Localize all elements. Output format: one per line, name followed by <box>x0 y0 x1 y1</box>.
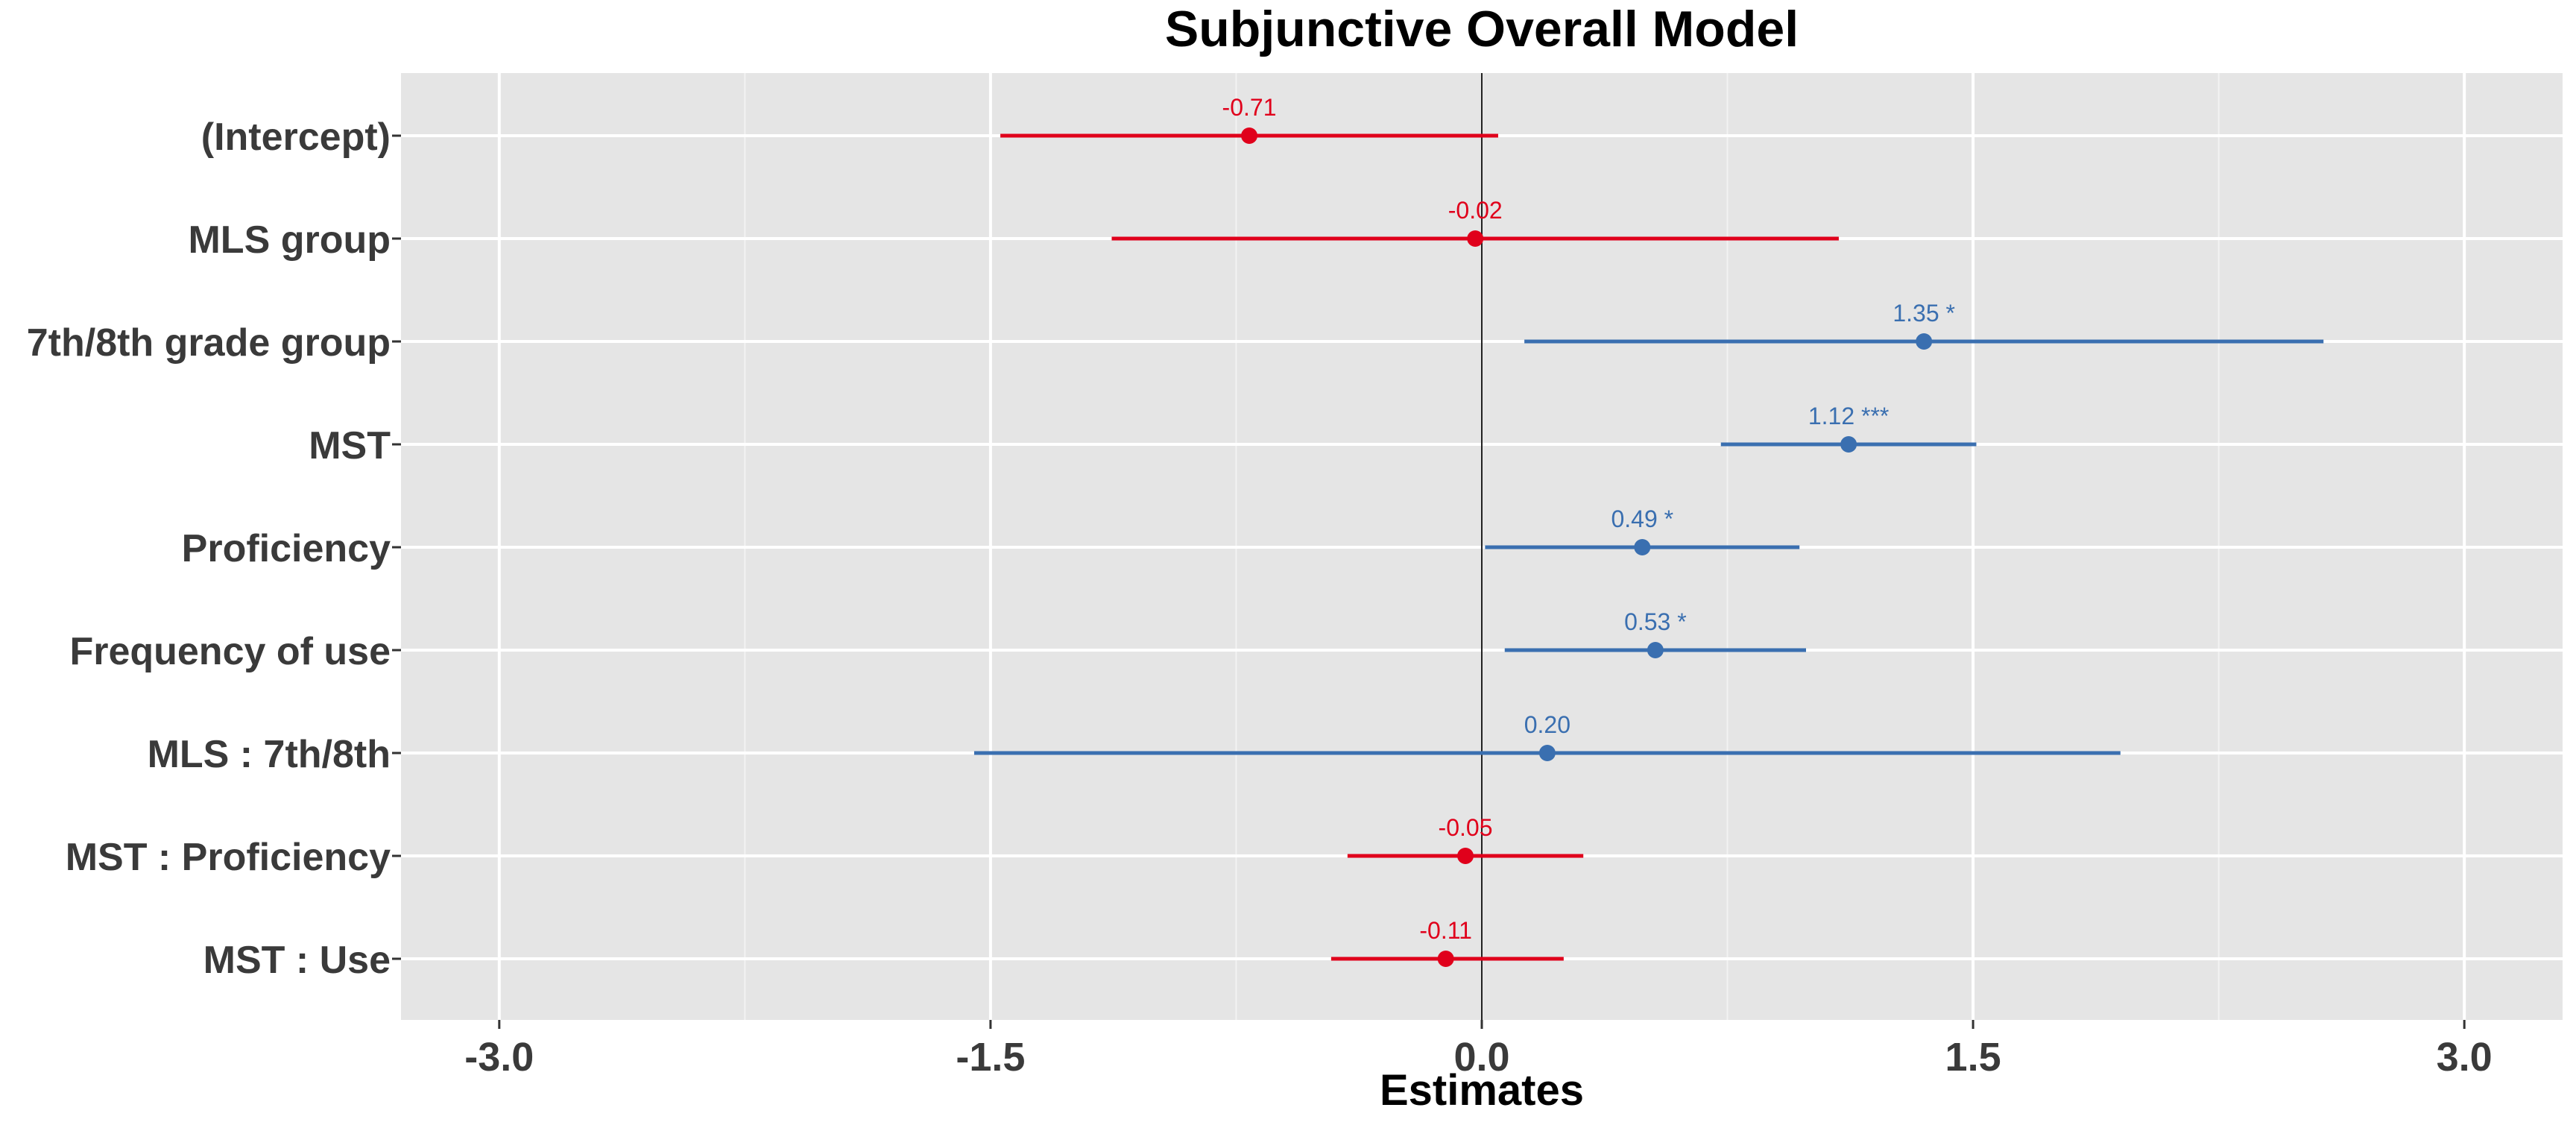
plot-panel: -0.71 -0.02 1.35 * 1.12 *** 0.49 * 0.53 * 0.20… <box>401 73 2563 1020</box>
y-tick-label: 7th/8th grade group <box>27 321 391 365</box>
estimate-point <box>1467 230 1484 247</box>
x-tick-label: -3.0 <box>464 1035 534 1080</box>
estimate-point <box>1840 436 1857 453</box>
estimate-point <box>1457 848 1474 864</box>
estimate-label: -0.11 <box>1419 917 1472 944</box>
estimate-label: -0.05 <box>1439 814 1493 841</box>
estimate-point <box>1634 539 1651 555</box>
x-axis-title: Estimates <box>1380 1066 1584 1115</box>
estimate-label: 1.12 *** <box>1808 403 1890 429</box>
estimate-label: 0.20 <box>1524 711 1570 738</box>
y-tick-label: Proficiency <box>182 527 391 570</box>
x-axis-tick-labels: -3.0 -1.5 0.0 1.5 3.0 <box>464 1020 2493 1080</box>
x-tick-label: 1.5 <box>1945 1035 2001 1080</box>
estimate-point <box>1647 642 1664 658</box>
estimate-label: 0.49 * <box>1611 505 1673 532</box>
estimate-point <box>1916 333 1933 350</box>
y-tick-label: MLS group <box>188 218 391 262</box>
estimate-point <box>1538 745 1556 761</box>
estimate-point <box>1241 127 1258 144</box>
chart-title: Subjunctive Overall Model <box>1165 1 1799 57</box>
y-tick-label: MST : Use <box>203 939 391 982</box>
x-tick-label: 0.0 <box>1453 1035 1509 1080</box>
estimate-label: -0.02 <box>1448 197 1503 224</box>
y-tick-label: MLS : 7th/8th <box>148 733 391 776</box>
y-axis-labels: (Intercept) MLS group 7th/8th grade group M… <box>27 116 401 982</box>
y-tick-label: MST <box>309 424 391 467</box>
y-tick-label: (Intercept) <box>201 116 391 159</box>
x-tick-label: 3.0 <box>2437 1035 2493 1080</box>
y-tick-label: MST : Proficiency <box>66 836 391 879</box>
estimate-label: 1.35 * <box>1892 300 1955 327</box>
estimate-point <box>1437 951 1454 967</box>
y-tick-label: Frequency of use <box>69 630 391 673</box>
estimate-label: 0.53 * <box>1624 608 1687 635</box>
estimate-label: -0.71 <box>1222 94 1277 121</box>
x-tick-label: -1.5 <box>956 1035 1025 1080</box>
